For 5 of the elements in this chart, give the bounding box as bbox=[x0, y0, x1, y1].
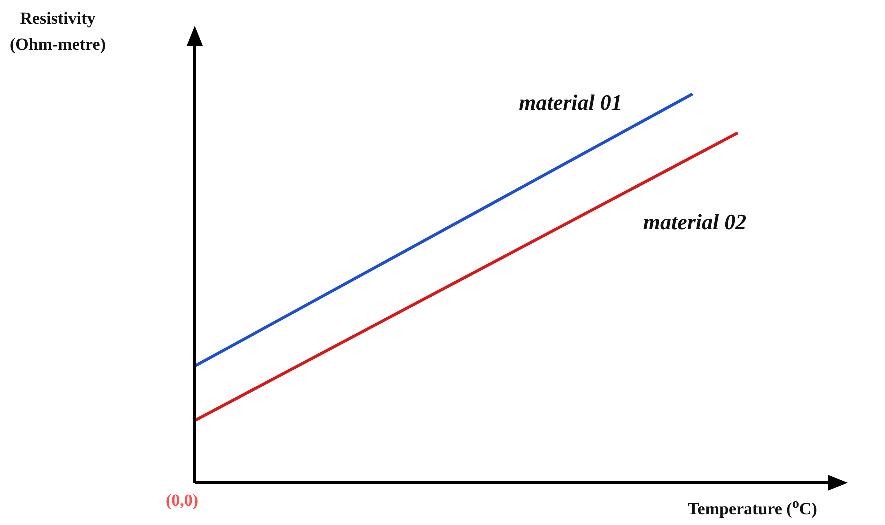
series-label: material 02 bbox=[643, 210, 747, 235]
text: (0,0) bbox=[166, 491, 199, 511]
x-axis-title: Temperature ($^{o}$C) bbox=[688, 496, 818, 520]
series-label: material 01 bbox=[519, 90, 622, 115]
text: Resistivity (Ohm-metre) bbox=[10, 8, 106, 56]
